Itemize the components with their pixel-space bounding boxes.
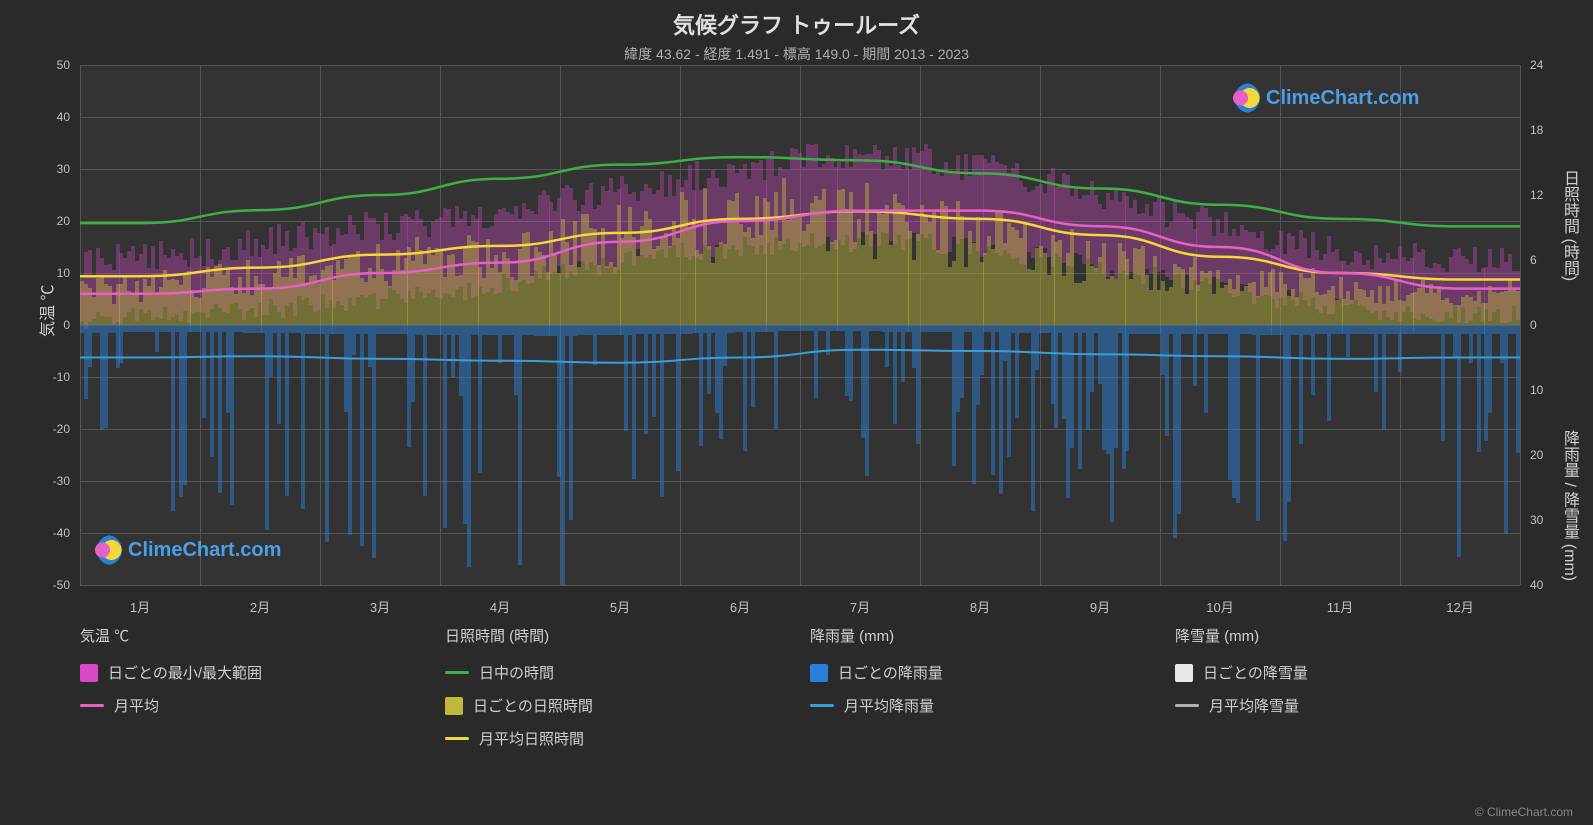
legend-item: 日ごとの降雨量 [810,662,1155,683]
y-tick-right-top: 24 [1530,58,1570,72]
y-tick-right-top: 18 [1530,123,1570,137]
x-tick-month: 1月 [130,597,150,616]
legend-header: 降雨量 (mm) [810,625,1155,646]
legend-swatch [445,697,463,715]
legend-item: 月平均日照時間 [445,728,790,749]
legend-item: 月平均降雪量 [1175,695,1520,716]
legend-label: 月平均降雪量 [1209,695,1299,716]
y-tick-left: -40 [30,526,70,540]
y-tick-right-top: 0 [1530,318,1570,332]
legend-item: 日ごとの日照時間 [445,695,790,716]
x-tick-month: 2月 [250,597,270,616]
y-tick-left: 30 [30,162,70,176]
y-tick-left: 20 [30,214,70,228]
y-tick-left: -50 [30,578,70,592]
legend-column: 気温 ℃ 日ごとの最小/最大範囲月平均 [80,625,425,749]
legend-header: 日照時間 (時間) [445,625,790,646]
x-tick-month: 11月 [1327,597,1354,616]
x-tick-month: 8月 [970,597,990,616]
watermark-logo-icon [92,535,122,565]
x-tick-month: 3月 [370,597,390,616]
legend-label: 日中の時間 [479,662,554,683]
x-tick-month: 12月 [1446,597,1473,616]
y-tick-left: -10 [30,370,70,384]
watermark-logo-icon [1230,83,1260,113]
legend-column: 降雪量 (mm) 日ごとの降雪量月平均降雪量 [1175,625,1520,749]
legend-item: 月平均 [80,695,425,716]
y-tick-right-bottom: 30 [1530,513,1570,527]
daily-bars-layer [80,65,1520,585]
legend-item: 日中の時間 [445,662,790,683]
legend-column: 降雨量 (mm) 日ごとの降雨量月平均降雨量 [810,625,1155,749]
legend-label: 日ごとの日照時間 [473,695,593,716]
chart-title: 気候グラフ トゥールーズ [0,0,1593,40]
legend-swatch [445,737,469,740]
y-tick-left: 50 [30,58,70,72]
watermark-text: ClimeChart.com [1266,87,1419,110]
legend-item: 日ごとの降雪量 [1175,662,1520,683]
legend-label: 月平均日照時間 [479,728,584,749]
y-tick-left: 0 [30,318,70,332]
x-tick-month: 7月 [850,597,870,616]
chart-subtitle: 緯度 43.62 - 経度 1.491 - 標高 149.0 - 期間 2013… [0,40,1593,64]
y-tick-left: 10 [30,266,70,280]
y-tick-right-bottom: 10 [1530,383,1570,397]
legend-column: 日照時間 (時間) 日中の時間日ごとの日照時間月平均日照時間 [445,625,790,749]
legend-label: 月平均 [114,695,159,716]
y-tick-left: -20 [30,422,70,436]
legend: 気温 ℃ 日ごとの最小/最大範囲月平均 日照時間 (時間) 日中の時間日ごとの日照時間… [80,625,1520,749]
chart-container: 気候グラフ トゥールーズ 緯度 43.62 - 経度 1.491 - 標高 14… [0,0,1593,825]
legend-swatch [810,664,828,682]
x-tick-month: 9月 [1090,597,1110,616]
legend-label: 日ごとの降雨量 [838,662,943,683]
legend-header: 気温 ℃ [80,625,425,646]
watermark: ClimeChart.com [92,535,281,565]
y-tick-left: 40 [30,110,70,124]
legend-swatch [445,671,469,674]
legend-header: 降雪量 (mm) [1175,625,1520,646]
plot-area: ClimeChart.comClimeChart.com -50-40-30-2… [80,65,1520,585]
y-tick-right-top: 12 [1530,188,1570,202]
legend-label: 日ごとの最小/最大範囲 [108,662,262,683]
x-tick-month: 4月 [490,597,510,616]
y-tick-right-top: 6 [1530,253,1570,267]
legend-item: 月平均降雨量 [810,695,1155,716]
watermark: ClimeChart.com [1230,83,1419,113]
legend-label: 月平均降雨量 [844,695,934,716]
legend-item: 日ごとの最小/最大範囲 [80,662,425,683]
legend-swatch [1175,704,1199,707]
y-tick-right-bottom: 40 [1530,578,1570,592]
legend-swatch [810,704,834,707]
legend-label: 日ごとの降雪量 [1203,662,1308,683]
x-tick-month: 5月 [610,597,630,616]
y-tick-right-bottom: 20 [1530,448,1570,462]
footer-watermark: © ClimeChart.com [1475,805,1573,819]
watermark-text: ClimeChart.com [128,539,281,562]
legend-swatch [80,704,104,707]
legend-swatch [80,664,98,682]
legend-swatch [1175,664,1193,682]
x-tick-month: 6月 [730,597,750,616]
x-tick-month: 10月 [1206,597,1233,616]
y-tick-left: -30 [30,474,70,488]
